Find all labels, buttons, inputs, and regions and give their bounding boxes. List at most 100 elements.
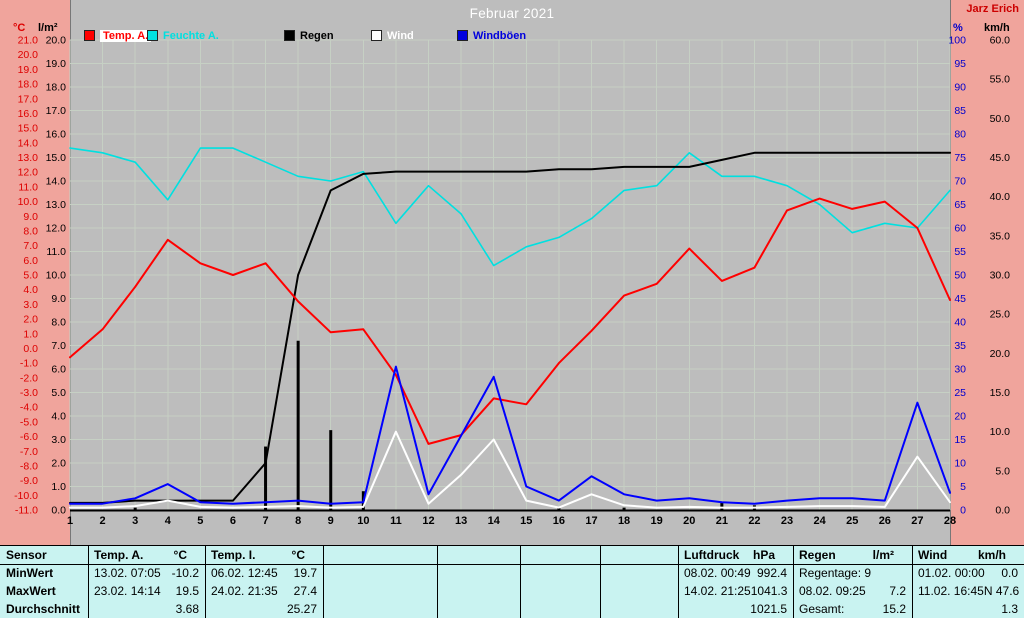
stats-divider: [520, 546, 521, 618]
day-label: 16: [553, 515, 565, 527]
series-feuchte_a: [69, 147, 951, 267]
stats-divider: [205, 546, 206, 618]
luftdruck-max-value: 1041.3: [750, 584, 788, 598]
temp-a-min-value: -10.2: [171, 566, 199, 580]
legend-swatch-windboeen: [457, 30, 468, 41]
luftdruck-min-value: 992.4: [756, 566, 787, 580]
stats-col-regen: Regen l/m² Regentage: 9 08.02. 09:25 7.2 G…: [793, 546, 912, 618]
day-label: 20: [683, 515, 695, 527]
grid-lines: [69, 39, 951, 511]
day-label: 5: [197, 515, 203, 527]
x-axis-labels: 1 2 3 4 5 6 7 8 9 10 11 12 13 14 15 16 17 18 19 20 21 22 23 24 2…: [67, 515, 956, 527]
day-label: 14: [488, 515, 501, 527]
day-label: 24: [814, 515, 827, 527]
temp-a-max-value: 19.5: [175, 584, 199, 598]
stats-col-temp-a: Temp. A. °C 13.02. 07:05 -10.2 23.02. 14:1…: [88, 546, 205, 618]
regen-max-value: 7.2: [889, 584, 906, 598]
legend-item-windboeen: Windböen: [457, 29, 526, 42]
series-regen_summe: [69, 151, 951, 504]
day-label: 13: [455, 515, 467, 527]
temp-i-avg-value: 25.27: [286, 602, 317, 616]
luftdruck-unit: hPa: [752, 548, 775, 562]
luftdruck-name: Luftdruck: [684, 548, 740, 562]
legend-label-wind: Wind: [387, 29, 414, 42]
day-label: 11: [390, 515, 402, 527]
stats-label-sensor: Sensor: [6, 548, 47, 562]
weather-chart: -11.0-10.0-9.0-8.0-7.0-6.0-5.0-4.0-3.0-2…: [14, 35, 1010, 528]
wind-unit: km/h: [977, 548, 1006, 562]
stats-divider: [437, 546, 438, 618]
day-label: 25: [846, 515, 858, 527]
legend-item-temp-a: Temp. A.: [84, 29, 152, 42]
wind-min-value: 0.0: [1001, 566, 1018, 580]
stats-divider: [793, 546, 794, 618]
regen-raindays: Regentage: 9: [799, 566, 872, 580]
day-label: 21: [716, 515, 728, 527]
temp-i-min-value: 19.7: [293, 566, 317, 580]
temp-i-unit: °C: [291, 548, 305, 562]
day-label: 2: [100, 515, 106, 527]
left-axis-band: [0, 0, 71, 545]
stats-label-maxwert: MaxWert: [6, 584, 56, 598]
day-label: 19: [651, 515, 663, 527]
legend-swatch-regen: [284, 30, 295, 41]
day-label: 9: [328, 515, 334, 527]
wind-min-date: 01.02. 00:00: [918, 566, 985, 580]
right-axis-unit-kmh: km/h: [984, 22, 1010, 34]
day-label: 15: [520, 515, 532, 527]
series-regen: [133, 340, 756, 510]
left-axis-unit-celsius: °C: [13, 22, 26, 34]
regen-max-date: 08.02. 09:25: [799, 584, 866, 598]
wind-name: Wind: [918, 548, 948, 562]
legend-swatch-temp-a: [84, 30, 95, 41]
watermark-text: Jarz Erich: [966, 3, 1019, 15]
wind-max-value: N 47.6: [983, 584, 1020, 598]
legend-label-windboeen: Windböen: [473, 29, 527, 42]
day-label: 3: [132, 515, 138, 527]
stats-label-durchschnitt: Durchschnitt: [6, 602, 81, 616]
legend-swatch-feuchte-a: [147, 30, 158, 41]
left-axis-unit-rain: l/m²: [38, 22, 58, 34]
regen-total-value: 15.2: [882, 602, 906, 616]
chart-title: Februar 2021: [469, 6, 555, 21]
regen-total-label: Gesamt:: [799, 602, 845, 616]
temp-a-unit: °C: [173, 548, 187, 562]
stats-label-minwert: MinWert: [6, 566, 54, 580]
luftdruck-min-date: 08.02. 00:49: [684, 566, 751, 580]
legend-label-regen: Regen: [300, 29, 334, 42]
legend-item-feuchte-a: Feuchte A.: [147, 29, 219, 42]
series-windboeen: [69, 365, 951, 505]
legend-label-feuchte-a: Feuchte A.: [163, 29, 219, 42]
series-wind: [69, 430, 951, 509]
stats-divider: [600, 546, 601, 618]
day-label: 26: [879, 515, 891, 527]
temp-i-max-value: 27.4: [293, 584, 317, 598]
stats-divider: [912, 546, 913, 618]
stats-header-divider: [0, 564, 1024, 565]
stats-col-temp-i: Temp. I. °C 06.02. 12:45 19.7 24.02. 21:35…: [205, 546, 323, 618]
legend-item-wind: Wind: [371, 29, 414, 42]
chart-legend: Temp. A. Feuchte A. Regen Wind Windböen: [0, 29, 950, 43]
day-label: 27: [911, 515, 923, 527]
temp-a-max-date: 23.02. 14:14: [94, 584, 161, 598]
stats-col-luftdruck: Luftdruck hPa 08.02. 00:49 992.4 14.02. 21…: [678, 546, 793, 618]
legend-label-temp-a: Temp. A.: [100, 29, 152, 42]
day-label: 12: [422, 515, 434, 527]
temp-i-min-date: 06.02. 12:45: [211, 566, 278, 580]
stats-divider: [323, 546, 324, 618]
temp-a-min-date: 13.02. 07:05: [94, 566, 161, 580]
series-temp_a: [69, 197, 951, 445]
wind-avg-value: 1.3: [1001, 602, 1018, 616]
stats-col-row-labels: Sensor MinWert MaxWert Durchschnitt: [0, 546, 88, 618]
luftdruck-avg-value: 1021.5: [750, 602, 787, 616]
day-label: 17: [585, 515, 597, 527]
temp-i-name: Temp. I.: [211, 548, 256, 562]
day-label: 10: [357, 515, 369, 527]
day-label: 6: [230, 515, 236, 527]
temp-a-name: Temp. A.: [94, 548, 144, 562]
right-axis-band: [950, 0, 1024, 545]
right-axis-unit-percent: %: [953, 22, 963, 34]
stats-table: Sensor MinWert MaxWert Durchschnitt Temp…: [0, 545, 1024, 618]
luftdruck-max-date: 14.02. 21:25: [684, 584, 751, 598]
regen-unit: l/m²: [872, 548, 894, 562]
